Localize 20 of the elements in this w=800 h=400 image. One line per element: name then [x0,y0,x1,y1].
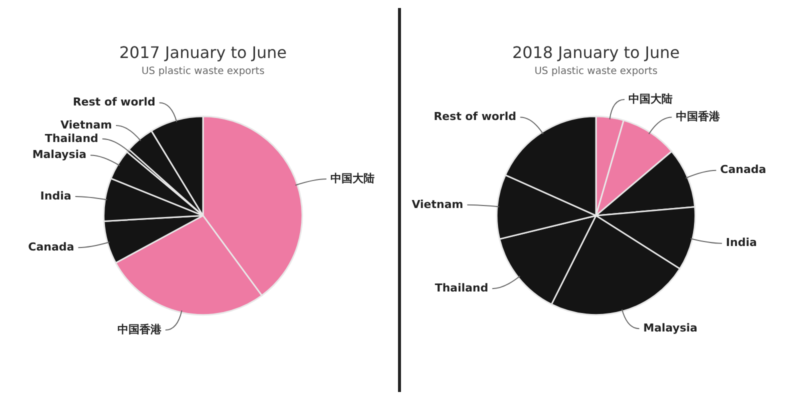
slice-label: Thailand [434,281,488,294]
slice-label: Thailand [44,132,98,145]
chart-subtitle: US plastic waste exports [534,66,658,77]
slice-label: 中国香港 [676,110,721,124]
slice-label: Malaysia [643,321,698,334]
slice-label: 中国香港 [117,322,162,336]
chart-title: 2017 January to June [119,42,287,62]
slice-label: Malaysia [32,148,86,162]
slice-label: Canada [720,163,766,176]
slice-label: India [40,189,72,202]
chart-subtitle: US plastic waste exports [141,66,265,77]
slice-label: Rest of world [434,110,516,124]
slice-label: Vietnam [412,198,464,211]
slice-label: 中国大陆 [330,172,374,185]
slice-label: 中国大陆 [628,92,673,106]
slice-label: Canada [28,240,74,254]
slice-label: Rest of world [72,96,156,109]
slice-label: India [726,236,757,250]
slice-label: Vietnam [60,118,112,132]
chart-title: 2018 January to June [512,42,680,62]
